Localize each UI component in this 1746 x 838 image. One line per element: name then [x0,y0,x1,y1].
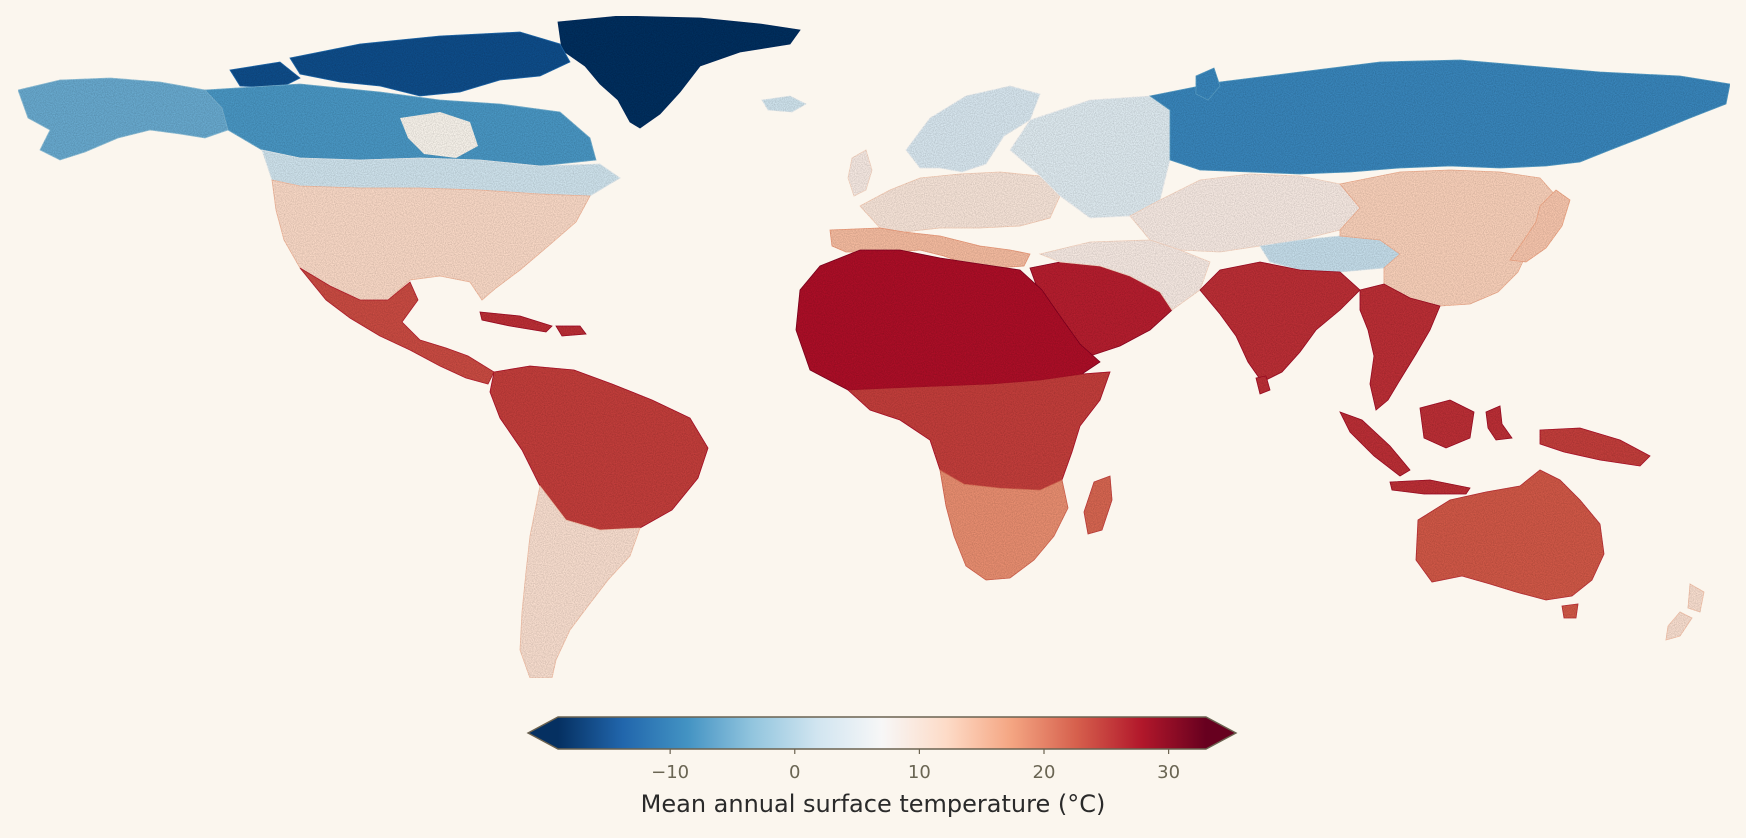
colorbar-tick-label: 20 [1032,762,1056,783]
region-madagascar [1083,475,1113,535]
region-new-zealand-north [1687,583,1705,613]
region-central-africa [847,371,1111,491]
region-western-central-europe [859,171,1061,233]
region-caribbean-cuba [479,311,553,333]
colorbar [526,716,1238,754]
region-novaya-zemlya [1195,67,1221,101]
hudson-bay [400,112,478,158]
world-temperature-map [17,15,1731,679]
region-caribbean-hispaniola [555,325,587,337]
colorbar-label: Mean annual surface temperature (°C) [640,790,1106,818]
region-southern-africa [939,469,1069,581]
region-great-britain [847,149,873,197]
colorbar-tick-label: −10 [651,762,690,783]
region-new-zealand-south [1665,611,1693,641]
region-borneo [1419,399,1475,449]
colorbar-tick-label: 30 [1157,762,1181,783]
region-middle-east [1038,239,1211,311]
region-southern-south-america [519,485,641,679]
region-iceland [761,95,807,113]
colorbar-gradient [558,717,1206,749]
region-alaska [17,77,229,161]
colorbar-under-extension [528,717,558,749]
colorbar-outline [526,716,1238,750]
region-canadian-arctic-archipelago [289,31,571,97]
region-australia [1415,469,1605,601]
region-japan [1509,189,1571,263]
region-china [1339,169,1557,307]
region-indian-subcontinent [1199,261,1361,383]
colorbar-tick-label: 0 [789,762,801,783]
region-mexico-central-america [299,267,495,385]
colorbar-tick-label: 10 [907,762,931,783]
region-new-guinea [1539,427,1651,467]
region-canadian-arctic-islands-west [229,61,301,89]
region-southeast-asia [1359,283,1441,411]
region-sri-lanka [1255,375,1271,395]
region-sumatra [1339,411,1411,477]
region-tasmania [1561,603,1579,619]
region-northern-south-america [489,365,709,531]
colorbar-ticks [669,749,1170,754]
region-sulawesi [1485,405,1513,441]
region-greenland [557,15,801,129]
region-java [1389,479,1471,495]
region-siberia [1149,59,1731,175]
colorbar-over-extension [1206,717,1236,749]
region-scandinavia [905,85,1041,173]
